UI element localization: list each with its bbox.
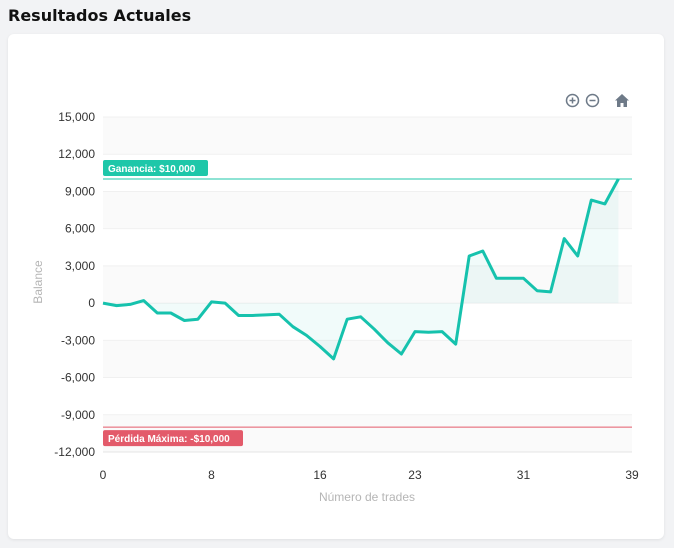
grid-band xyxy=(103,191,632,229)
y-tick-label: -12,000 xyxy=(54,445,95,459)
x-tick-label: 31 xyxy=(517,468,531,482)
series-line xyxy=(102,178,620,361)
zoom-out-icon[interactable] xyxy=(584,92,600,108)
x-tick-label: 23 xyxy=(408,468,422,482)
x-tick-label: 0 xyxy=(100,468,107,482)
annotation-badge xyxy=(103,430,243,447)
zoom-in-icon[interactable] xyxy=(564,92,580,108)
grid-band xyxy=(103,340,632,378)
y-axis-title: Balance xyxy=(31,260,45,304)
grid-band xyxy=(103,265,632,304)
x-tick-label: 8 xyxy=(208,468,215,482)
annotation-label: Pérdida Máxima: -$10,000 xyxy=(108,434,230,445)
annotation-badge xyxy=(103,160,208,177)
y-tick-label: -6,000 xyxy=(61,371,95,385)
y-tick-label: 15,000 xyxy=(58,110,95,124)
chart-toolbar xyxy=(564,92,630,108)
y-tick-label: 6,000 xyxy=(65,222,95,236)
y-tick-label: -3,000 xyxy=(61,333,95,347)
home-icon[interactable] xyxy=(614,92,630,108)
y-tick-label: -9,000 xyxy=(61,408,95,422)
x-tick-label: 39 xyxy=(625,468,639,482)
y-tick-label: 0 xyxy=(88,296,95,310)
grid-band xyxy=(103,117,632,155)
y-tick-label: 12,000 xyxy=(58,147,95,161)
annotation-label: Ganancia: $10,000 xyxy=(108,164,196,175)
x-axis-title: Número de trades xyxy=(319,490,415,504)
x-tick-label: 16 xyxy=(313,468,327,482)
y-tick-label: 3,000 xyxy=(65,259,95,273)
page-title: Resultados Actuales xyxy=(8,6,192,25)
y-tick-label: 9,000 xyxy=(65,184,95,198)
